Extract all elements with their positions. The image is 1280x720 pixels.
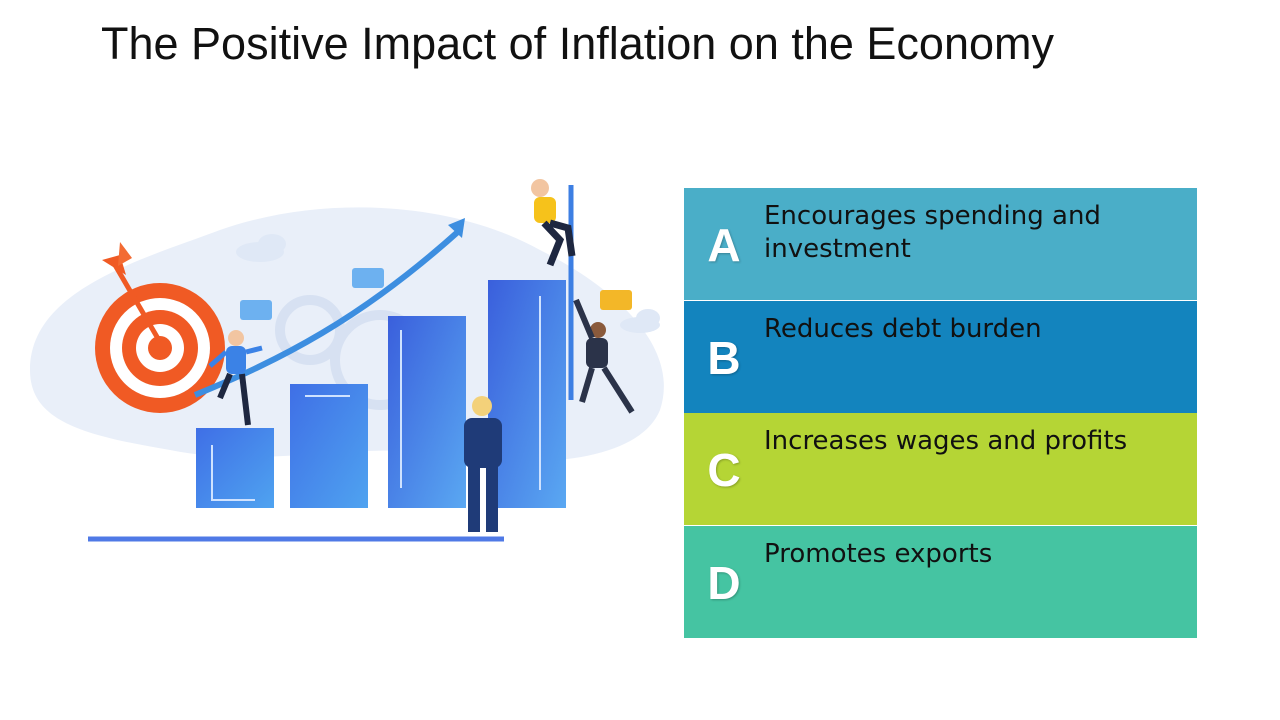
climber-figure (531, 179, 576, 267)
list-item-text: Encourages spending and investment (764, 201, 1101, 264)
hanging-businessman-figure (573, 298, 635, 414)
list-item-a: A Encourages spending and investment (684, 188, 1197, 300)
list-item-text: Increases wages and profits (764, 426, 1128, 456)
growth-illustration (30, 179, 664, 542)
cloud-icon (236, 234, 660, 333)
list-item-c: C Increases wages and profits (684, 413, 1197, 525)
list-item-text: Reduces debt burden (764, 314, 1042, 344)
target-icon (95, 283, 225, 413)
list-item-b: B Reduces debt burden (684, 301, 1197, 413)
runner-figure (208, 330, 263, 426)
list-letter: C (707, 444, 741, 496)
bar-chart-graphic (196, 280, 566, 508)
arrow-head-icon (448, 218, 465, 238)
list-item-d: D Promotes exports (684, 526, 1197, 638)
list-item-text: Promotes exports (764, 539, 993, 569)
list-letter: B (707, 332, 741, 384)
list-letter: D (707, 557, 741, 609)
dart-icon (102, 242, 163, 344)
benefit-list: A Encourages spending and investment B R… (684, 188, 1197, 638)
slide-title: The Positive Impact of Inflation on the … (101, 18, 1054, 69)
standing-businessman-figure (464, 396, 502, 532)
list-letter: A (707, 219, 741, 271)
